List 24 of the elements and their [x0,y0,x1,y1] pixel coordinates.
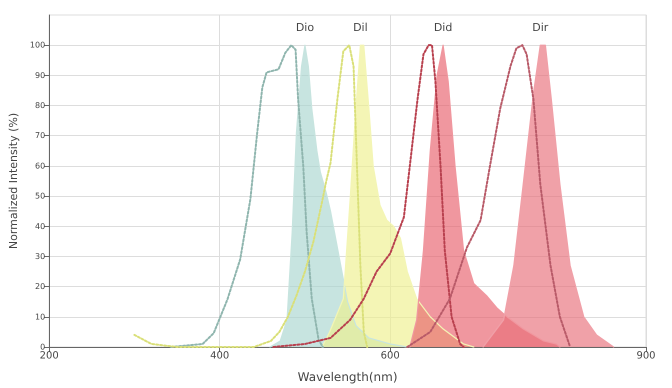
y-tick-label: 40 [34,222,46,231]
series-label: Dio [296,21,314,34]
y-tick-label: 30 [34,252,46,261]
y-tick-label: 50 [34,192,46,201]
line-series [170,44,324,348]
y-tick-label: 20 [34,282,46,292]
y-tick-label: 70 [34,131,46,140]
series-label: Did [434,21,452,34]
x-tick-label: 900 [636,350,656,362]
x-tick-label: 400 [210,350,230,362]
series-label: Dil [353,21,368,34]
y-tick-label: 60 [34,161,46,170]
x-axis-title: Wavelength(nm) [298,370,398,384]
y-tick-label: 90 [34,70,46,80]
series-label: Dir [532,21,549,34]
y-tick-label: 10 [34,312,46,322]
line-series [272,44,465,348]
x-tick-label: 200 [40,350,59,362]
y-tick-label: 0 [40,342,46,352]
y-tick-label: 80 [34,101,46,110]
y-axis-title: Normalized Intensity (%) [7,112,20,250]
line-series [133,44,368,348]
y-tick-label: 100 [30,40,46,50]
x-tick-label: 600 [380,350,400,362]
